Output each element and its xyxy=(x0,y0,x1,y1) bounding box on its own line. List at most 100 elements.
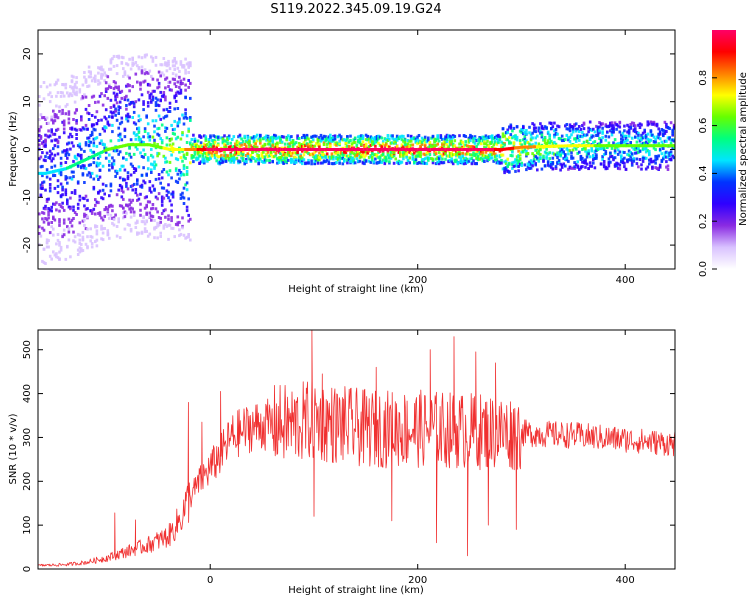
spectrogram-cell xyxy=(108,67,111,71)
spectrogram-cell xyxy=(174,99,178,103)
spectrogram-cell xyxy=(114,175,117,178)
spectrogram-cell xyxy=(613,146,617,150)
spectrogram-ridge-cell xyxy=(584,144,587,148)
spectrogram-ridge-cell xyxy=(601,144,604,148)
spectrogram-cell xyxy=(406,159,410,162)
spectrogram-ridge-cell xyxy=(570,144,573,148)
spectrogram-ridge-cell xyxy=(277,148,281,151)
spectrogram-cell xyxy=(602,153,606,157)
spectrogram-ridge-cell xyxy=(546,144,550,148)
spectrogram-cell xyxy=(167,62,170,65)
spectrogram-cell xyxy=(240,156,243,160)
spectrogram-cell xyxy=(621,160,625,164)
spectrogram-cell xyxy=(62,228,66,232)
spectrogram-cell xyxy=(433,145,436,149)
spectrogram-cell xyxy=(84,194,88,198)
spectrogram-ridge-cell xyxy=(112,146,116,150)
spectrogram-ridge-cell xyxy=(453,148,457,151)
spectrogram-cell xyxy=(277,161,281,164)
spectrogram-cell xyxy=(363,155,366,159)
spectrogram-cell xyxy=(56,233,60,236)
spectrogram-cell xyxy=(478,151,481,154)
spectrogram-cell xyxy=(132,152,136,156)
spectrogram-cell xyxy=(651,160,654,164)
spectrogram-cell xyxy=(447,145,450,149)
spectrogram-cell xyxy=(76,164,80,168)
spectrogram-cell xyxy=(318,145,321,149)
spectrogram-cell xyxy=(95,238,99,242)
spectrogram-cell xyxy=(255,133,259,137)
spectrogram-cell xyxy=(386,153,390,157)
spectrogram-cell xyxy=(383,162,387,166)
spectrogram-cell xyxy=(322,159,326,163)
spectrogram-cell xyxy=(529,159,533,163)
spectrogram-ridge-cell xyxy=(643,144,646,148)
spectrogram-cell xyxy=(483,135,486,139)
spectrogram-cell xyxy=(288,154,292,158)
spectrogram-cell xyxy=(445,140,449,143)
spectrogram-cell xyxy=(266,150,270,154)
spectrogram-cell xyxy=(243,162,246,166)
spectrogram-cell xyxy=(104,206,108,209)
spectrogram-cell xyxy=(451,142,455,146)
spectrogram-cell xyxy=(153,227,156,231)
spectrogram-cell xyxy=(199,144,203,148)
spectrogram-cell xyxy=(142,220,145,224)
spectrogram-cell xyxy=(274,145,278,149)
spectrogram-cell xyxy=(235,143,239,147)
spectrogram-cell xyxy=(162,57,166,60)
spectrogram-cell xyxy=(112,54,116,58)
spectrogram-cell xyxy=(551,156,555,160)
snr-series-line xyxy=(38,330,675,567)
spectrogram-cell xyxy=(467,138,471,142)
spectrogram-cell xyxy=(526,165,530,169)
spectrogram-cell xyxy=(545,147,548,151)
spectrogram-cell xyxy=(42,116,46,119)
spectrogram-cell xyxy=(53,113,57,116)
spectrogram-cell xyxy=(534,130,537,134)
spectrogram-cell xyxy=(125,107,128,111)
spectrogram-cell xyxy=(462,162,466,166)
spectrogram-cell xyxy=(638,126,642,129)
spectrogram-cell xyxy=(385,138,388,142)
spectrogram-cell xyxy=(427,158,430,162)
spectrogram-cell xyxy=(48,189,52,193)
spectrogram-cell xyxy=(338,133,341,137)
spectrogram-cell xyxy=(117,220,120,224)
spectrogram-cell xyxy=(564,124,567,128)
spectrogram-cell xyxy=(115,55,119,58)
spectrogram-cell xyxy=(654,166,657,170)
spectrogram-cell xyxy=(189,118,192,122)
spectrogram-cell xyxy=(90,79,94,83)
spectrogram-cell xyxy=(92,185,96,189)
spectrogram-cell xyxy=(537,152,541,156)
spectrogram-cell xyxy=(193,152,197,156)
spectrogram-ridge-cell xyxy=(268,148,271,151)
spectrogram-cell xyxy=(251,146,254,149)
spectrogram-cell xyxy=(489,140,492,144)
spectrogram-cell xyxy=(159,216,162,220)
spectrogram-cell xyxy=(181,131,184,135)
spectrogram-cell xyxy=(371,143,374,147)
spectrogram-cell xyxy=(444,135,447,139)
spectrogram-cell xyxy=(436,142,439,146)
spectrogram-cell xyxy=(529,133,533,137)
spectrogram-cell xyxy=(62,233,66,237)
spectrogram-cell xyxy=(602,160,606,163)
spectrogram-cell xyxy=(58,209,61,213)
spectrogram-cell xyxy=(153,138,156,142)
spectrogram-cell xyxy=(44,159,47,163)
spectrogram-cell xyxy=(607,141,611,145)
spectrogram-cell xyxy=(304,138,307,142)
spectrogram-cell xyxy=(534,148,537,152)
spectrogram-cell xyxy=(145,114,148,118)
spectrogram-cell xyxy=(126,171,130,175)
spectrogram-cell xyxy=(445,143,449,147)
spectrogram-cell xyxy=(596,133,600,137)
spectrogram-cell xyxy=(578,125,581,128)
spectrogram-cell xyxy=(301,144,304,148)
spectrogram-cell xyxy=(313,157,316,161)
spectrogram-cell xyxy=(352,159,355,163)
spectrogram-cell xyxy=(588,127,592,131)
spectrogram-cell xyxy=(364,153,368,157)
